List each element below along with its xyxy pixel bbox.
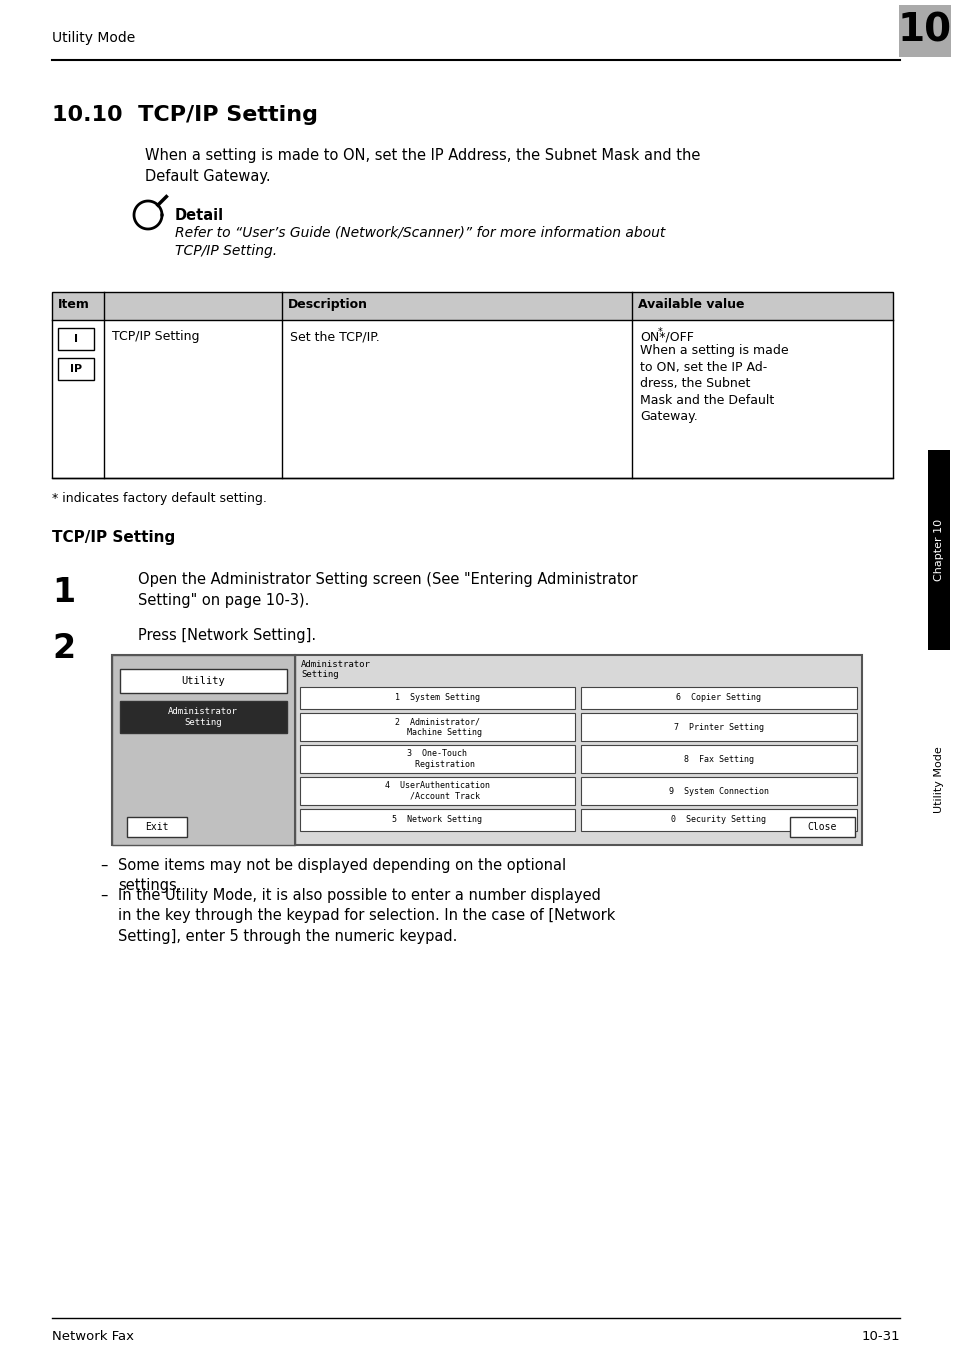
Text: 6  Copier Setting: 6 Copier Setting — [676, 694, 760, 703]
Text: Some items may not be displayed depending on the optional
settings.: Some items may not be displayed dependin… — [118, 859, 565, 894]
Bar — [120, 669, 287, 694]
Bar — [58, 329, 94, 350]
Text: When a setting is made to ON, set the IP Address, the Subnet Mask and the
Defaul: When a setting is made to ON, set the IP… — [145, 147, 700, 184]
Text: Set the TCP/IP.: Set the TCP/IP. — [290, 330, 379, 343]
Text: 10.10  TCP/IP Setting: 10.10 TCP/IP Setting — [52, 105, 317, 124]
Text: ON*/OFF: ON*/OFF — [639, 330, 693, 343]
Text: 0  Security Setting: 0 Security Setting — [671, 815, 765, 825]
Text: Description: Description — [288, 297, 368, 311]
Bar — [898, 5, 950, 57]
Text: 1  System Setting: 1 System Setting — [395, 694, 479, 703]
Text: Utility Mode: Utility Mode — [52, 31, 135, 45]
Text: * indicates factory default setting.: * indicates factory default setting. — [52, 492, 267, 506]
Text: Close: Close — [806, 822, 836, 831]
Bar — [299, 687, 575, 708]
Text: IP: IP — [70, 364, 82, 375]
Text: Administrator
Setting: Administrator Setting — [168, 707, 237, 727]
Text: 10: 10 — [897, 12, 951, 50]
Bar — [112, 654, 862, 845]
Text: 9  System Connection: 9 System Connection — [668, 787, 768, 795]
Text: Network Fax: Network Fax — [52, 1330, 133, 1343]
Bar — [580, 713, 856, 741]
Text: 10-31: 10-31 — [861, 1330, 899, 1343]
Text: –: – — [100, 888, 108, 903]
Text: *: * — [658, 327, 662, 337]
Text: Exit: Exit — [145, 822, 169, 831]
Bar — [580, 687, 856, 708]
Text: 2: 2 — [52, 631, 75, 665]
Text: 8  Fax Setting: 8 Fax Setting — [683, 754, 753, 764]
Text: 3  One-Touch
   Registration: 3 One-Touch Registration — [399, 749, 475, 768]
Bar — [927, 450, 949, 650]
Bar — [580, 777, 856, 804]
Bar — [299, 713, 575, 741]
Text: 1: 1 — [52, 576, 75, 608]
Bar — [299, 808, 575, 831]
Text: In the Utility Mode, it is also possible to enter a number displayed
in the key : In the Utility Mode, it is also possible… — [118, 888, 615, 944]
Bar — [120, 700, 287, 733]
Text: –: – — [100, 859, 108, 873]
Text: Open the Administrator Setting screen (See "Entering Administrator
Setting" on p: Open the Administrator Setting screen (S… — [138, 572, 637, 608]
Text: I: I — [74, 334, 78, 343]
Text: Available value: Available value — [638, 297, 743, 311]
Text: Utility Mode: Utility Mode — [933, 746, 943, 814]
Text: 7  Printer Setting: 7 Printer Setting — [673, 722, 763, 731]
Bar — [52, 292, 892, 479]
Text: Chapter 10: Chapter 10 — [933, 519, 943, 581]
Bar — [580, 808, 856, 831]
Bar — [127, 817, 187, 837]
Text: 2  Administrator/
   Machine Setting: 2 Administrator/ Machine Setting — [392, 718, 482, 737]
Bar — [112, 654, 294, 845]
Text: 5  Network Setting: 5 Network Setting — [392, 815, 482, 825]
Text: Item: Item — [58, 297, 90, 311]
Bar — [789, 817, 854, 837]
Bar — [580, 745, 856, 773]
Text: 4  UserAuthentication
   /Account Track: 4 UserAuthentication /Account Track — [385, 781, 490, 800]
Text: Administrator
Setting: Administrator Setting — [301, 660, 371, 680]
Text: TCP/IP Setting: TCP/IP Setting — [112, 330, 199, 343]
Text: Refer to “User’s Guide (Network/Scanner)” for more information about
TCP/IP Sett: Refer to “User’s Guide (Network/Scanner)… — [174, 224, 664, 258]
Bar — [299, 777, 575, 804]
Bar — [299, 745, 575, 773]
Bar — [58, 358, 94, 380]
Text: Press [Network Setting].: Press [Network Setting]. — [138, 627, 315, 644]
Text: Utility: Utility — [181, 676, 225, 685]
Text: When a setting is made
to ON, set the IP Ad-
dress, the Subnet
Mask and the Defa: When a setting is made to ON, set the IP… — [639, 343, 788, 423]
Text: Detail: Detail — [174, 208, 224, 223]
Bar — [52, 292, 892, 320]
Text: TCP/IP Setting: TCP/IP Setting — [52, 530, 175, 545]
